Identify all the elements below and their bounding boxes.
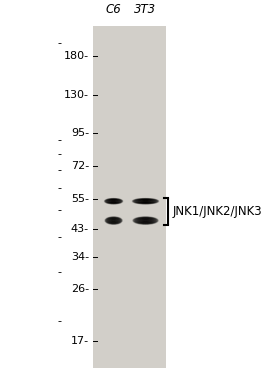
Ellipse shape [106, 217, 121, 224]
Ellipse shape [107, 218, 120, 223]
Ellipse shape [135, 199, 156, 203]
Ellipse shape [104, 199, 123, 204]
Ellipse shape [133, 199, 158, 204]
Ellipse shape [134, 217, 157, 224]
Ellipse shape [135, 199, 157, 203]
Text: 95-: 95- [71, 128, 89, 138]
Ellipse shape [105, 199, 122, 204]
Ellipse shape [135, 218, 156, 223]
Ellipse shape [105, 199, 122, 204]
FancyBboxPatch shape [93, 26, 166, 368]
Text: JNK1/JNK2/JNK3: JNK1/JNK2/JNK3 [172, 205, 262, 218]
Text: 130-: 130- [64, 90, 89, 100]
Ellipse shape [134, 199, 157, 203]
Ellipse shape [132, 199, 159, 204]
Ellipse shape [106, 217, 121, 224]
Ellipse shape [136, 218, 155, 223]
Ellipse shape [107, 199, 120, 203]
Ellipse shape [134, 217, 157, 224]
Ellipse shape [133, 199, 158, 204]
Text: 180-: 180- [64, 51, 89, 61]
Ellipse shape [135, 218, 156, 224]
Text: 17-: 17- [71, 336, 89, 346]
Ellipse shape [106, 217, 122, 224]
Ellipse shape [107, 218, 121, 224]
Text: 34-: 34- [71, 252, 89, 262]
Ellipse shape [134, 199, 157, 204]
Ellipse shape [137, 218, 154, 223]
Ellipse shape [107, 199, 120, 203]
Ellipse shape [136, 199, 155, 203]
Ellipse shape [133, 217, 158, 224]
Ellipse shape [105, 199, 122, 204]
Ellipse shape [107, 199, 121, 203]
Ellipse shape [137, 218, 154, 223]
Ellipse shape [106, 199, 122, 203]
Ellipse shape [133, 199, 158, 204]
Ellipse shape [136, 218, 155, 223]
Ellipse shape [105, 199, 122, 204]
Ellipse shape [108, 218, 120, 223]
Ellipse shape [137, 199, 155, 203]
Ellipse shape [136, 199, 155, 203]
Ellipse shape [105, 217, 122, 224]
Ellipse shape [106, 217, 121, 224]
Ellipse shape [105, 217, 122, 224]
Text: C6: C6 [106, 3, 121, 16]
Text: 3T3: 3T3 [134, 3, 157, 16]
Text: 26-: 26- [71, 284, 89, 294]
Text: 43-: 43- [71, 224, 89, 233]
Text: 55-: 55- [71, 194, 89, 204]
Ellipse shape [105, 217, 122, 224]
Ellipse shape [107, 218, 121, 223]
Text: 72-: 72- [71, 161, 89, 171]
Ellipse shape [134, 199, 157, 203]
Ellipse shape [107, 199, 121, 203]
Ellipse shape [133, 217, 158, 224]
Ellipse shape [136, 199, 155, 203]
Ellipse shape [134, 217, 157, 224]
Ellipse shape [107, 218, 120, 223]
Ellipse shape [133, 217, 158, 224]
Ellipse shape [135, 199, 156, 203]
Ellipse shape [107, 199, 120, 203]
Ellipse shape [136, 218, 155, 223]
Ellipse shape [107, 218, 120, 223]
Ellipse shape [135, 217, 156, 224]
Ellipse shape [106, 199, 121, 203]
Ellipse shape [106, 199, 121, 203]
Ellipse shape [106, 199, 121, 203]
